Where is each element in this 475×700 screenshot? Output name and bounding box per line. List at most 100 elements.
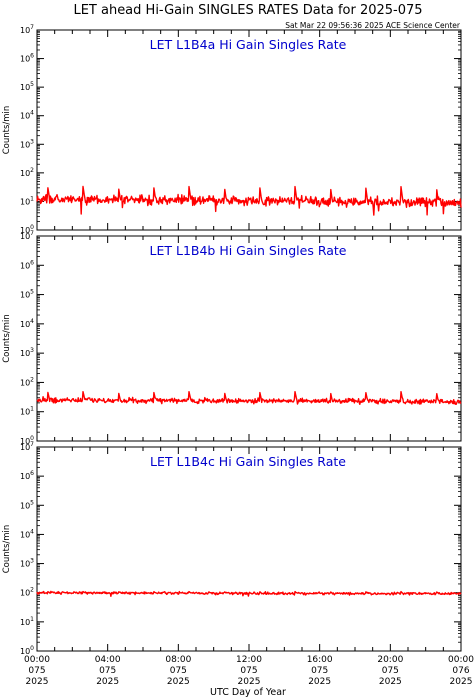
y-tick-exponent: 3 [30, 558, 34, 565]
y-tick-exponent: 4 [30, 318, 34, 325]
series-line [36, 185, 462, 216]
y-tick-base: 10 [20, 261, 30, 270]
y-tick-exponent: 5 [30, 499, 34, 506]
y-tick-label: 107 [20, 24, 34, 35]
y-tick-base: 10 [20, 26, 30, 35]
x-axis-labels: 00:00075202504:00075202508:00075202512:0… [24, 655, 474, 687]
y-tick-label: 101 [20, 195, 34, 206]
x-tick-label-time: 20:00 [377, 655, 403, 665]
y-tick-base: 10 [20, 140, 30, 149]
y-tick-label: 106 [20, 259, 34, 270]
y-tick-label: 104 [20, 318, 34, 329]
y-tick-label: 105 [20, 289, 34, 300]
y-tick-label: 101 [20, 616, 34, 627]
x-tick-label-year: 2025 [238, 677, 261, 687]
x-tick-label-doy: 075 [28, 666, 45, 676]
y-tick-label: 102 [20, 167, 34, 178]
x-tick-label-doy: 075 [382, 666, 399, 676]
y-tick-exponent: 3 [30, 138, 34, 145]
y-tick-label: 102 [20, 587, 34, 598]
y-tick-exponent: 0 [30, 435, 34, 442]
y-tick-label: 100 [20, 224, 34, 235]
y-tick-base: 10 [20, 647, 30, 656]
y-tick-label: 106 [20, 53, 34, 64]
y-tick-exponent: 6 [30, 470, 34, 477]
y-tick-base: 10 [20, 349, 30, 358]
y-axis-title: Counts/min [2, 525, 12, 574]
x-tick-label-doy: 075 [99, 666, 116, 676]
y-tick-base: 10 [20, 618, 30, 627]
y-tick-base: 10 [20, 169, 30, 178]
y-tick-base: 10 [20, 83, 30, 92]
series-line [36, 391, 462, 405]
y-tick-base: 10 [20, 320, 30, 329]
x-tick-label-year: 2025 [26, 677, 49, 687]
y-tick-exponent: 4 [30, 528, 34, 535]
y-tick-label: 103 [20, 558, 34, 569]
x-tick-label-year: 2025 [167, 677, 190, 687]
y-tick-exponent: 7 [30, 230, 34, 237]
x-tick-label-doy: 075 [240, 666, 257, 676]
y-tick-label: 103 [20, 138, 34, 149]
y-tick-label: 100 [20, 645, 34, 656]
y-tick-exponent: 1 [30, 195, 34, 202]
y-tick-label: 101 [20, 406, 34, 417]
y-tick-base: 10 [20, 530, 30, 539]
y-tick-base: 10 [20, 408, 30, 417]
y-tick-exponent: 1 [30, 616, 34, 623]
x-tick-label-year: 2025 [96, 677, 119, 687]
y-tick-label: 104 [20, 528, 34, 539]
y-tick-base: 10 [20, 378, 30, 387]
figure-title: LET ahead Hi-Gain SINGLES RATES Data for… [73, 3, 422, 18]
x-tick-label-year: 2025 [379, 677, 402, 687]
y-tick-base: 10 [20, 55, 30, 64]
y-tick-base: 10 [20, 443, 30, 452]
y-tick-exponent: 0 [30, 224, 34, 231]
x-tick-label-time: 08:00 [165, 655, 191, 665]
panel-title: LET L1B4b Hi Gain Singles Rate [150, 243, 347, 258]
x-tick-label-time: 12:00 [236, 655, 262, 665]
y-tick-exponent: 2 [30, 376, 34, 383]
y-tick-base: 10 [20, 291, 30, 300]
x-tick-label-doy: 075 [170, 666, 187, 676]
y-tick-base: 10 [20, 472, 30, 481]
figure-timestamp: Sat Mar 22 09:56:36 2025 ACE Science Cen… [285, 21, 461, 30]
y-tick-exponent: 6 [30, 53, 34, 60]
y-tick-exponent: 1 [30, 406, 34, 413]
y-tick-label: 107 [20, 441, 34, 452]
panel-title: LET L1B4c Hi Gain Singles Rate [150, 454, 346, 469]
y-tick-label: 104 [20, 110, 34, 121]
x-tick-label-doy: 076 [452, 666, 469, 676]
y-tick-exponent: 5 [30, 81, 34, 88]
y-tick-label: 107 [20, 230, 34, 241]
y-tick-base: 10 [20, 560, 30, 569]
x-tick-label-time: 04:00 [95, 655, 121, 665]
y-tick-label: 105 [20, 81, 34, 92]
y-tick-base: 10 [20, 232, 30, 241]
y-tick-base: 10 [20, 112, 30, 121]
panel-title: LET L1B4a Hi Gain Singles Rate [150, 37, 347, 52]
x-tick-label-doy: 075 [311, 666, 328, 676]
y-axis-title: Counts/min [2, 106, 12, 155]
y-tick-base: 10 [20, 226, 30, 235]
y-tick-label: 102 [20, 376, 34, 387]
y-tick-base: 10 [20, 589, 30, 598]
y-tick-base: 10 [20, 197, 30, 206]
y-tick-label: 106 [20, 470, 34, 481]
series-line [36, 590, 462, 597]
y-axis-title: Counts/min [2, 314, 12, 363]
y-tick-label: 105 [20, 499, 34, 510]
y-tick-exponent: 2 [30, 587, 34, 594]
y-tick-base: 10 [20, 501, 30, 510]
x-axis-title: UTC Day of Year [210, 687, 286, 698]
x-tick-label-time: 00:00 [448, 655, 474, 665]
y-tick-exponent: 7 [30, 441, 34, 448]
y-tick-exponent: 3 [30, 347, 34, 354]
x-tick-label-time: 00:00 [24, 655, 50, 665]
